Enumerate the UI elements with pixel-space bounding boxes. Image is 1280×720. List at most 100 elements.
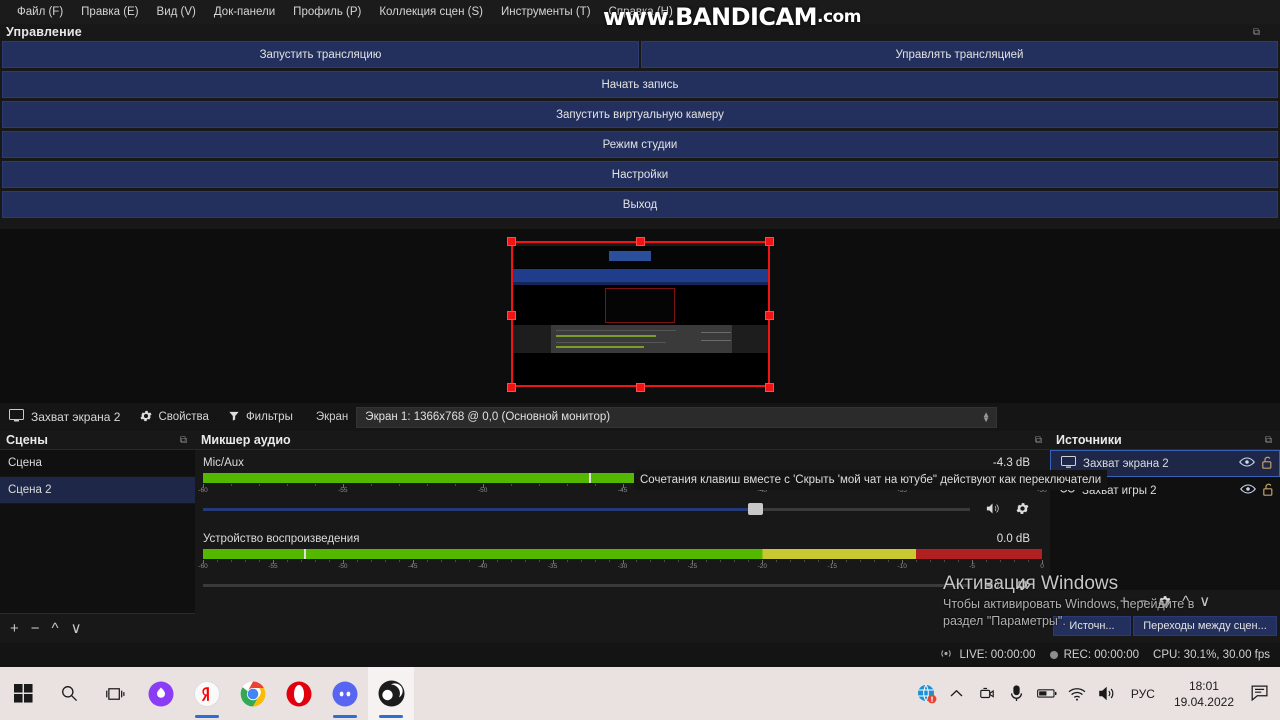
menu-item-docks[interactable]: Док-панели — [213, 6, 276, 18]
taskbar-app-chrome[interactable] — [230, 667, 276, 720]
scene-list[interactable]: Сцена Сцена 2 — [0, 450, 195, 613]
language-indicator[interactable]: РУС — [1130, 686, 1155, 701]
show-hidden-icons-chevron-icon[interactable] — [942, 667, 972, 720]
scene-list-item-selected[interactable]: Сцена 2 — [0, 477, 195, 504]
taskbar-app-yandex-browser[interactable] — [138, 667, 184, 720]
audio-settings-gear-icon[interactable] — [1015, 577, 1030, 592]
broadcast-icon — [939, 648, 953, 662]
settings-button[interactable]: Настройки — [2, 161, 1278, 188]
monitor-icon — [1061, 456, 1076, 471]
eye-visible-icon[interactable] — [1240, 483, 1256, 498]
wifi-icon[interactable] — [1062, 667, 1092, 720]
resize-handle-top-right[interactable] — [765, 237, 774, 246]
audio-settings-gear-icon[interactable] — [1015, 501, 1030, 516]
preview-canvas[interactable] — [511, 242, 770, 388]
meter-tick-minor — [216, 560, 218, 562]
meter-tick-minor — [944, 560, 946, 562]
move-source-down-icon[interactable]: ∨ — [1199, 593, 1211, 610]
screen-select-combobox[interactable]: Экран 1: 1366x768 @ 0,0 (Основной монито… — [356, 406, 997, 428]
menu-item-help[interactable]: Справка (H) — [608, 6, 673, 18]
meter-tick-minor — [300, 560, 302, 562]
start-recording-button[interactable]: Начать запись — [2, 71, 1278, 98]
eye-visible-icon[interactable] — [1239, 456, 1255, 471]
meter-tick-minor — [440, 560, 442, 562]
resize-handle-bottom-center[interactable] — [636, 383, 645, 392]
resize-handle-top-center[interactable] — [636, 237, 645, 246]
move-scene-up-icon[interactable]: ^ — [51, 620, 59, 637]
notifications-icon[interactable] — [1244, 667, 1276, 720]
meter-tick — [1042, 560, 1043, 564]
meter-tick-label: -40 — [757, 487, 768, 494]
float-sources-dock-icon[interactable]: ⧉ — [1264, 434, 1272, 446]
meter-tick-minor — [356, 560, 358, 562]
exit-button[interactable]: Выход — [2, 191, 1278, 218]
start-virtual-camera-button[interactable]: Запустить виртуальную камеру — [2, 101, 1278, 128]
menu-item-edit[interactable]: Правка (E) — [81, 6, 139, 18]
mute-speaker-icon[interactable] — [984, 577, 1001, 592]
menu-item-profile[interactable]: Профиль (P) — [293, 6, 362, 18]
taskbar-app-discord[interactable] — [322, 667, 368, 720]
battery-icon[interactable] — [1032, 667, 1062, 720]
float-dock-icon[interactable]: ⧉ — [1252, 27, 1260, 38]
microphone-icon[interactable] — [1002, 667, 1032, 720]
preview-area[interactable] — [0, 229, 1280, 403]
camera-icon[interactable] — [972, 667, 1002, 720]
lock-open-icon[interactable] — [1263, 483, 1274, 499]
resize-handle-bottom-left[interactable] — [507, 383, 516, 392]
meter-tick-label: -55 — [338, 487, 348, 494]
manage-broadcast-button[interactable]: Управлять трансляцией — [641, 41, 1278, 68]
resize-handle-bottom-right[interactable] — [765, 383, 774, 392]
float-mixer-dock-icon[interactable]: ⧉ — [1034, 434, 1042, 446]
menu-item-view[interactable]: Вид (V) — [156, 6, 196, 18]
meter-tick-minor — [916, 560, 918, 562]
meter-tick — [972, 560, 974, 564]
meter-tick-minor — [468, 560, 470, 562]
start-streaming-button[interactable]: Запустить трансляцию — [2, 41, 639, 68]
sources-dock-footer: + − ^ ∨ Источн... Переходы между сцен... — [1050, 590, 1280, 650]
sources-dock-title: Источники — [1056, 433, 1122, 447]
meter-tick-minor — [538, 560, 540, 562]
lock-open-icon[interactable] — [1262, 456, 1273, 472]
remove-source-icon[interactable]: − — [1138, 593, 1148, 610]
resize-handle-middle-left[interactable] — [507, 311, 516, 320]
add-source-icon[interactable]: + — [1119, 593, 1129, 610]
source-properties-gear-icon[interactable] — [1157, 594, 1172, 612]
mixer-dock-header: Микшер аудио ⧉ — [195, 431, 1050, 449]
task-view-icon[interactable] — [92, 667, 138, 720]
active-source-chip[interactable]: Захват экрана 2 — [0, 409, 130, 425]
mixer-channel: Устройство воспроизведения 0.0 dB -60 -55… — [198, 530, 1044, 592]
taskbar-app-obs[interactable] — [368, 667, 414, 720]
meter-tick-minor — [720, 560, 722, 562]
properties-label: Свойства — [158, 411, 209, 423]
taskbar-app-yandex[interactable] — [184, 667, 230, 720]
menu-item-tools[interactable]: Инструменты (T) — [500, 6, 591, 18]
move-source-up-icon[interactable]: ^ — [1182, 593, 1190, 610]
meter-tick — [832, 560, 834, 564]
resize-handle-top-left[interactable] — [507, 237, 516, 246]
taskbar-app-opera[interactable] — [276, 667, 322, 720]
move-scene-down-icon[interactable]: ∨ — [70, 620, 82, 637]
sources-tab-button[interactable]: Источн... — [1053, 616, 1131, 636]
scene-list-item[interactable]: Сцена — [0, 450, 195, 477]
resize-handle-middle-right[interactable] — [765, 311, 774, 320]
search-icon[interactable] — [46, 667, 92, 720]
volume-slider[interactable] — [203, 502, 970, 516]
source-properties-button[interactable]: Свойства — [130, 406, 218, 429]
scene-transitions-tab-button[interactable]: Переходы между сцен... — [1133, 616, 1277, 636]
float-scenes-dock-icon[interactable]: ⧉ — [179, 434, 187, 446]
start-button[interactable] — [0, 667, 46, 720]
add-scene-icon[interactable]: + — [10, 620, 19, 637]
meter-tick-minor — [510, 484, 512, 486]
volume-slider[interactable] — [203, 578, 970, 592]
meter-tick-label: -60 — [198, 487, 208, 494]
menu-item-scene-collection[interactable]: Коллекция сцен (S) — [379, 6, 483, 18]
mute-speaker-icon[interactable] — [984, 501, 1001, 516]
source-filters-button[interactable]: Фильтры — [218, 406, 302, 429]
studio-mode-button[interactable]: Режим студии — [2, 131, 1278, 158]
meter-tick — [552, 560, 554, 564]
windows-update-warning-icon[interactable] — [912, 667, 942, 720]
clock[interactable]: 18:01 19.04.2022 — [1164, 678, 1244, 710]
menu-item-file[interactable]: Файл (F) — [17, 6, 64, 18]
volume-icon[interactable] — [1092, 667, 1122, 720]
remove-scene-icon[interactable]: − — [30, 620, 40, 637]
